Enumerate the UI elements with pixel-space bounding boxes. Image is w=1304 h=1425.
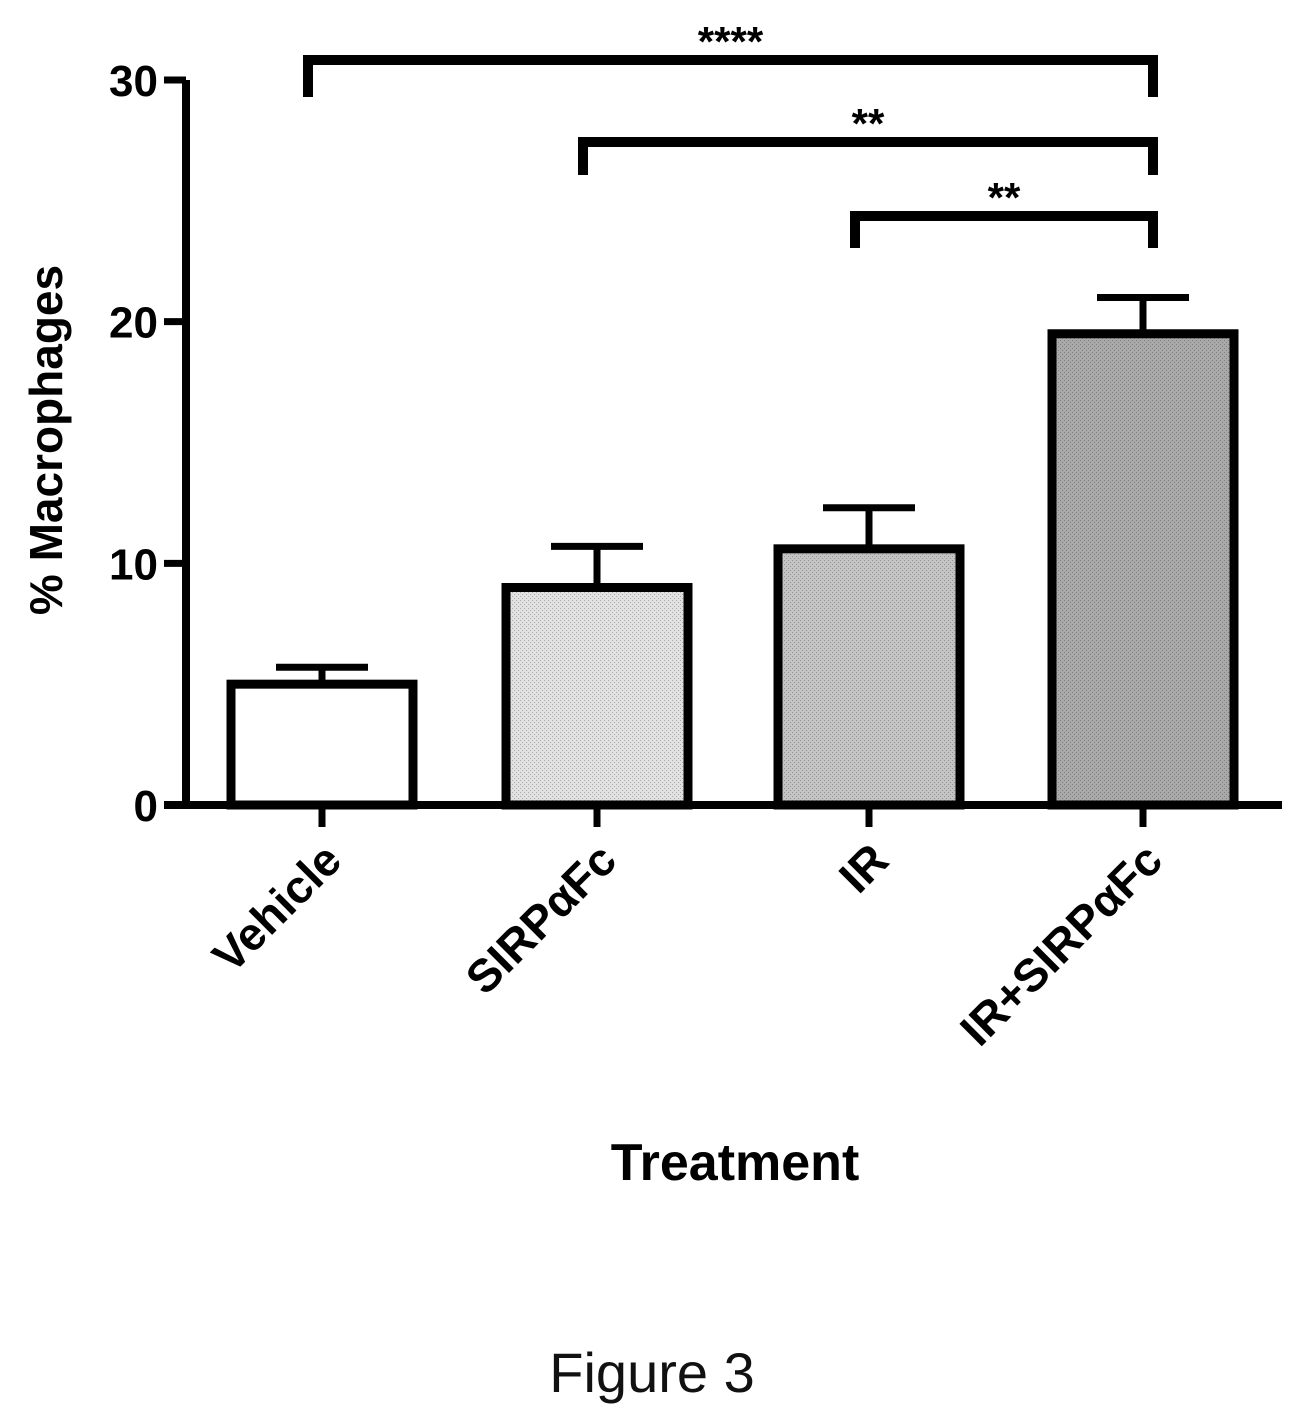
- x-tick-label: IR+SIRPαFc: [950, 833, 1172, 1055]
- x-tick-label: IR: [829, 833, 898, 902]
- x-tick-label: SIRPαFc: [455, 833, 626, 1004]
- y-tick-label: 30: [109, 57, 158, 106]
- x-tick-label: Vehicle: [202, 833, 351, 982]
- y-tick-label: 20: [109, 299, 158, 348]
- bar-texture: [510, 592, 684, 801]
- x-axis: Vehicle SIRPαFc IR IR+SIRPαFc: [164, 801, 1282, 1055]
- y-axis-label: % Macrophages: [20, 265, 72, 615]
- significance-label: **: [988, 174, 1021, 221]
- bar: [226, 679, 418, 810]
- y-tick-label: 0: [134, 782, 158, 831]
- bar-texture: [782, 553, 956, 801]
- x-axis-label: Treatment: [611, 1134, 860, 1192]
- significance-brackets: ********: [303, 18, 1158, 248]
- bars: [226, 294, 1239, 810]
- y-tick-label: 10: [109, 540, 158, 589]
- bar-texture: [1056, 338, 1230, 801]
- significance-label: **: [852, 100, 885, 147]
- figure-caption: Figure 3: [549, 1341, 755, 1404]
- significance-bracket: [850, 211, 1158, 248]
- significance-bracket: [303, 55, 1158, 97]
- significance-bracket: [578, 137, 1158, 175]
- y-axis: 0 10 20 30: [109, 57, 190, 831]
- significance-label: ****: [698, 18, 764, 65]
